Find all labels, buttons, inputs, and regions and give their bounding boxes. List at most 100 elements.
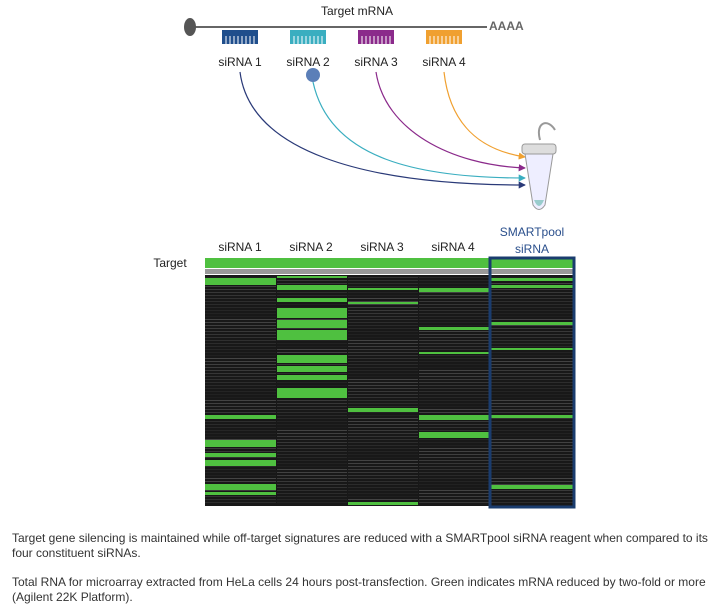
row	[419, 397, 489, 398]
row	[419, 499, 489, 500]
row	[491, 277, 573, 278]
row	[205, 403, 276, 404]
row	[419, 373, 489, 374]
row	[419, 295, 489, 296]
row	[277, 319, 347, 320]
sirna-label: siRNA 1	[218, 55, 262, 69]
row	[491, 478, 573, 479]
row	[205, 427, 276, 428]
row	[348, 463, 418, 464]
row	[419, 277, 489, 278]
row	[419, 388, 489, 389]
row	[348, 457, 418, 458]
row	[277, 469, 347, 470]
row	[419, 472, 489, 473]
row	[348, 499, 418, 500]
row	[419, 367, 489, 368]
row	[491, 418, 573, 419]
row	[419, 481, 489, 482]
row	[491, 391, 573, 392]
sirna-box	[426, 30, 462, 44]
row	[491, 325, 573, 326]
figure: Target mRNA AAAA siRNA 1 siRNA 2 siRNA 3 si…	[153, 4, 576, 509]
row	[205, 313, 276, 314]
row	[491, 454, 573, 455]
row	[205, 304, 276, 305]
row	[491, 394, 573, 395]
row	[277, 352, 347, 353]
row	[205, 373, 276, 374]
row	[491, 316, 573, 317]
row	[419, 439, 489, 440]
target-row	[205, 258, 575, 268]
row	[205, 388, 276, 389]
row	[277, 436, 347, 437]
row	[491, 283, 573, 284]
mrna-label: Target mRNA	[321, 4, 393, 18]
row	[491, 448, 573, 449]
row	[277, 427, 347, 428]
hit-row	[205, 415, 276, 419]
row	[205, 289, 276, 290]
row	[205, 352, 276, 353]
row	[348, 376, 418, 377]
row	[205, 355, 276, 356]
row	[491, 481, 573, 482]
column-label: siRNA 3	[360, 240, 404, 254]
row	[491, 310, 573, 311]
row	[348, 349, 418, 350]
row	[205, 472, 276, 473]
row	[277, 364, 347, 365]
row	[348, 316, 418, 317]
row	[419, 355, 489, 356]
row	[419, 376, 489, 377]
row	[277, 502, 347, 503]
row	[277, 412, 347, 413]
row	[419, 457, 489, 458]
row	[419, 346, 489, 347]
row	[348, 451, 418, 452]
row	[205, 448, 276, 449]
row	[348, 412, 418, 413]
row	[491, 475, 573, 476]
hit-row	[277, 388, 347, 398]
row	[491, 442, 573, 443]
row	[491, 334, 573, 335]
sirna-label: siRNA 4	[422, 55, 466, 69]
row	[205, 457, 276, 458]
row	[205, 334, 276, 335]
row	[419, 478, 489, 479]
row	[348, 484, 418, 485]
row	[348, 298, 418, 299]
row	[419, 349, 489, 350]
row	[491, 304, 573, 305]
row	[205, 400, 276, 401]
tube	[521, 122, 557, 210]
row	[348, 352, 418, 353]
caption: Total RNA for microarray extracted from …	[12, 575, 706, 604]
row	[277, 283, 347, 284]
row	[491, 361, 573, 362]
row	[348, 397, 418, 398]
row	[491, 445, 573, 446]
row	[419, 391, 489, 392]
sirna-box	[290, 30, 326, 44]
arrow	[375, 71, 526, 172]
row	[419, 292, 489, 293]
row	[348, 403, 418, 404]
column-label: siRNA 4	[431, 240, 475, 254]
row	[419, 298, 489, 299]
row	[491, 379, 573, 380]
hit-row	[419, 415, 489, 420]
row	[348, 280, 418, 281]
row	[205, 310, 276, 311]
sirna-label: siRNA 3	[354, 55, 398, 69]
row	[348, 292, 418, 293]
row	[491, 376, 573, 377]
row	[277, 304, 347, 305]
row	[348, 313, 418, 314]
hit-row	[348, 502, 418, 505]
row	[205, 394, 276, 395]
row	[348, 442, 418, 443]
row	[419, 496, 489, 497]
